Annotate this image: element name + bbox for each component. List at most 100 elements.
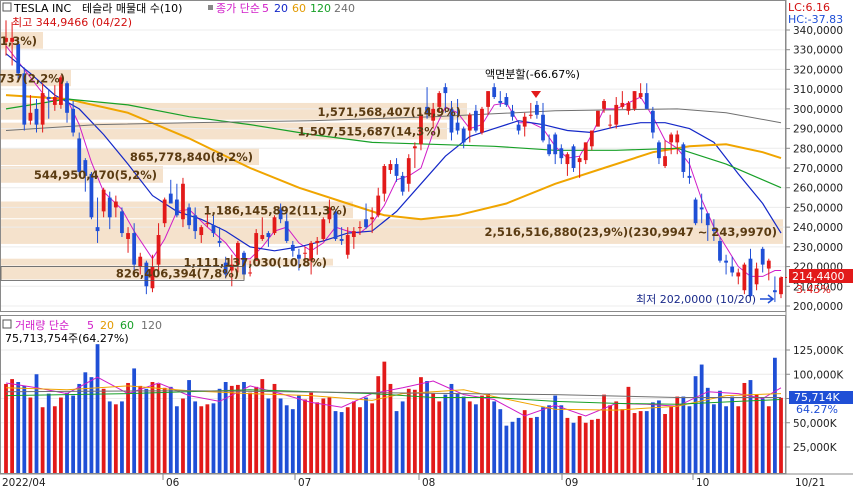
- volume-bar[interactable]: [559, 405, 564, 473]
- volume-bar[interactable]: [10, 379, 14, 473]
- volume-bar[interactable]: [480, 395, 484, 473]
- candle-body[interactable]: [461, 128, 466, 143]
- candle-body[interactable]: [486, 91, 490, 107]
- volume-bar[interactable]: [162, 387, 167, 473]
- volume-bar[interactable]: [303, 399, 307, 473]
- volume-bar[interactable]: [126, 382, 130, 473]
- candle-body[interactable]: [278, 209, 283, 220]
- volume-bar[interactable]: [388, 383, 393, 473]
- candle-body[interactable]: [107, 197, 112, 218]
- volume-bar[interactable]: [138, 385, 143, 473]
- candle-body[interactable]: [773, 290, 777, 293]
- volume-bar[interactable]: [406, 388, 411, 473]
- candle-body[interactable]: [693, 199, 698, 224]
- candle-body[interactable]: [547, 144, 552, 155]
- volume-bar[interactable]: [693, 376, 698, 473]
- volume-bar[interactable]: [351, 401, 356, 473]
- volume-bar[interactable]: [663, 414, 667, 473]
- candle-body[interactable]: [126, 233, 130, 239]
- volume-bar[interactable]: [113, 404, 118, 473]
- candle-body[interactable]: [565, 154, 570, 165]
- volume-bar[interactable]: [278, 398, 283, 474]
- candle-body[interactable]: [705, 213, 710, 226]
- candle-body[interactable]: [620, 102, 625, 107]
- candle-body[interactable]: [760, 248, 765, 265]
- candle-body[interactable]: [327, 207, 332, 220]
- candle-body[interactable]: [309, 242, 314, 261]
- candle-body[interactable]: [297, 254, 301, 259]
- candle-body[interactable]: [138, 256, 143, 267]
- volume-bar[interactable]: [156, 383, 161, 473]
- candle-body[interactable]: [608, 124, 613, 126]
- candle-body[interactable]: [34, 108, 39, 125]
- candle-body[interactable]: [492, 87, 497, 98]
- volume-bar[interactable]: [199, 406, 204, 473]
- volume-bar[interactable]: [144, 388, 149, 473]
- candle-body[interactable]: [162, 199, 167, 224]
- volume-bar[interactable]: [120, 401, 124, 473]
- volume-bar[interactable]: [528, 417, 533, 473]
- volume-bar[interactable]: [724, 406, 728, 473]
- candle-body[interactable]: [650, 110, 655, 133]
- volume-bar[interactable]: [620, 409, 625, 473]
- volume-bar[interactable]: [541, 407, 545, 473]
- candle-body[interactable]: [59, 77, 63, 105]
- volume-bar[interactable]: [297, 395, 301, 473]
- volume-bar[interactable]: [242, 382, 246, 473]
- candle-body[interactable]: [211, 225, 216, 234]
- volume-bar[interactable]: [589, 419, 594, 473]
- candle-body[interactable]: [199, 227, 204, 236]
- candle-body[interactable]: [315, 240, 320, 243]
- volume-bar[interactable]: [52, 406, 57, 473]
- volume-bar[interactable]: [327, 397, 332, 473]
- candle-body[interactable]: [419, 114, 423, 145]
- volume-bar[interactable]: [571, 422, 576, 473]
- candle-body[interactable]: [174, 199, 179, 216]
- volume-bar[interactable]: [235, 384, 240, 473]
- candle-body[interactable]: [248, 272, 252, 274]
- candle-body[interactable]: [46, 97, 51, 99]
- volume-bar[interactable]: [547, 405, 552, 473]
- candle-body[interactable]: [657, 142, 661, 159]
- candle-body[interactable]: [370, 217, 375, 220]
- candle-body[interactable]: [187, 207, 191, 226]
- volume-bar[interactable]: [28, 397, 33, 473]
- volume-bar[interactable]: [284, 405, 289, 473]
- candle-body[interactable]: [467, 114, 472, 131]
- volume-bar[interactable]: [626, 386, 631, 473]
- candle-body[interactable]: [168, 193, 173, 204]
- volume-bar[interactable]: [510, 421, 515, 473]
- candle-body[interactable]: [28, 112, 33, 121]
- volume-bar[interactable]: [77, 383, 82, 473]
- candle-body[interactable]: [339, 238, 344, 241]
- candle-body[interactable]: [65, 83, 69, 113]
- candle-body[interactable]: [522, 116, 527, 127]
- volume-bar[interactable]: [773, 357, 777, 473]
- candle-body[interactable]: [193, 215, 198, 232]
- volume-bar[interactable]: [65, 392, 69, 473]
- volume-bar[interactable]: [46, 393, 51, 473]
- volume-bar[interactable]: [596, 418, 600, 473]
- candle-body[interactable]: [663, 156, 667, 167]
- candle-body[interactable]: [473, 110, 478, 131]
- volume-bar[interactable]: [187, 380, 191, 473]
- volume-bar[interactable]: [358, 407, 362, 473]
- candle-body[interactable]: [754, 268, 759, 285]
- volume-bar[interactable]: [16, 382, 21, 473]
- volume-bar[interactable]: [486, 393, 490, 473]
- volume-bar[interactable]: [101, 388, 106, 473]
- candle-body[interactable]: [376, 195, 381, 216]
- volume-bar[interactable]: [168, 386, 173, 473]
- candle-body[interactable]: [528, 114, 533, 116]
- volume-bar[interactable]: [4, 383, 8, 473]
- volume-bar[interactable]: [437, 401, 442, 473]
- candle-body[interactable]: [748, 258, 753, 297]
- candle-body[interactable]: [144, 262, 149, 287]
- volume-bar[interactable]: [205, 404, 210, 473]
- candle-body[interactable]: [150, 266, 155, 289]
- volume-bar[interactable]: [718, 390, 722, 473]
- volume-bar[interactable]: [669, 406, 674, 473]
- candle-body[interactable]: [412, 146, 417, 149]
- volume-bar[interactable]: [223, 382, 228, 473]
- volume-bar[interactable]: [132, 368, 137, 473]
